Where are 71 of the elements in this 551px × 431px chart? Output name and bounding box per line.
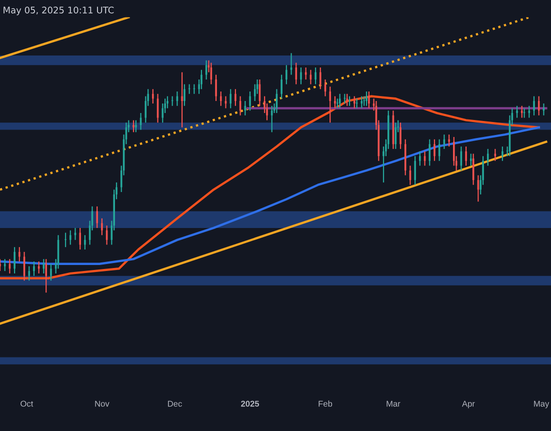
x-tick-label: Oct bbox=[20, 400, 34, 407]
candlestick bbox=[528, 105, 530, 118]
candlestick bbox=[334, 96, 336, 109]
candlestick bbox=[414, 156, 416, 186]
candlestick bbox=[64, 232, 66, 248]
candlestick bbox=[220, 90, 222, 106]
candlestick bbox=[538, 96, 540, 116]
candlestick bbox=[79, 227, 82, 250]
candlestick bbox=[300, 66, 302, 85]
candlestick bbox=[234, 88, 236, 106]
candlestick bbox=[366, 90, 368, 106]
candlestick bbox=[4, 258, 6, 272]
candlestick bbox=[295, 62, 298, 85]
x-tick-label: Mar bbox=[386, 400, 400, 407]
candlestick bbox=[152, 88, 154, 104]
x-tick-label: Dec bbox=[168, 400, 182, 407]
candlestick bbox=[319, 66, 322, 90]
candlestick bbox=[329, 86, 332, 124]
candlestick bbox=[244, 100, 246, 116]
candlestick bbox=[135, 120, 137, 133]
candlestick bbox=[520, 105, 523, 118]
candlestick bbox=[270, 105, 273, 133]
candlestick bbox=[336, 98, 338, 109]
candlestick bbox=[438, 138, 440, 162]
candlestick bbox=[166, 96, 168, 109]
candlestick bbox=[45, 258, 48, 294]
candlestick bbox=[14, 246, 16, 274]
candlestick bbox=[368, 90, 370, 109]
candlestick bbox=[280, 74, 282, 100]
candlestick bbox=[502, 146, 504, 162]
candlestick bbox=[516, 105, 518, 118]
candlestick bbox=[465, 146, 467, 166]
candlestick bbox=[356, 98, 358, 109]
candlestick bbox=[69, 230, 72, 246]
x-tick-label: 2025 bbox=[241, 400, 260, 407]
text: May 05, 2025 10:11 UTC bbox=[4, 6, 114, 16]
candlestick bbox=[353, 96, 356, 109]
candlestick bbox=[249, 90, 251, 112]
candlestick bbox=[286, 64, 288, 85]
candlestick bbox=[33, 260, 35, 276]
candlestick bbox=[215, 74, 217, 102]
candlestick bbox=[96, 206, 98, 229]
candlestick bbox=[400, 122, 402, 150]
candlestick bbox=[200, 69, 202, 90]
candlestick bbox=[452, 136, 455, 166]
candlestick bbox=[346, 93, 348, 106]
candlestick bbox=[394, 122, 397, 150]
candlestick bbox=[181, 72, 183, 128]
candlestick bbox=[419, 150, 421, 166]
candlestick bbox=[28, 266, 30, 282]
candlestick bbox=[314, 66, 316, 85]
candlestick bbox=[304, 66, 307, 80]
candlestick bbox=[533, 96, 535, 116]
x-tick-label: Apr bbox=[462, 400, 475, 408]
x-tick-label: May bbox=[534, 400, 550, 408]
candlestick bbox=[470, 153, 472, 166]
candlestick bbox=[448, 134, 450, 148]
candlestick bbox=[162, 102, 164, 124]
candlestick bbox=[184, 84, 186, 106]
candlestick bbox=[18, 246, 20, 262]
candlestick bbox=[84, 234, 86, 250]
candlestick bbox=[230, 88, 232, 109]
candlestick bbox=[254, 84, 256, 102]
candlestick bbox=[428, 138, 431, 166]
x-tick-label: Nov bbox=[95, 400, 110, 407]
candlestick bbox=[434, 138, 436, 162]
candlestick bbox=[101, 218, 103, 236]
candlestick bbox=[50, 263, 52, 282]
candlestick bbox=[132, 120, 134, 133]
candlestick bbox=[486, 148, 489, 166]
x-tick-label: Feb bbox=[318, 400, 332, 407]
